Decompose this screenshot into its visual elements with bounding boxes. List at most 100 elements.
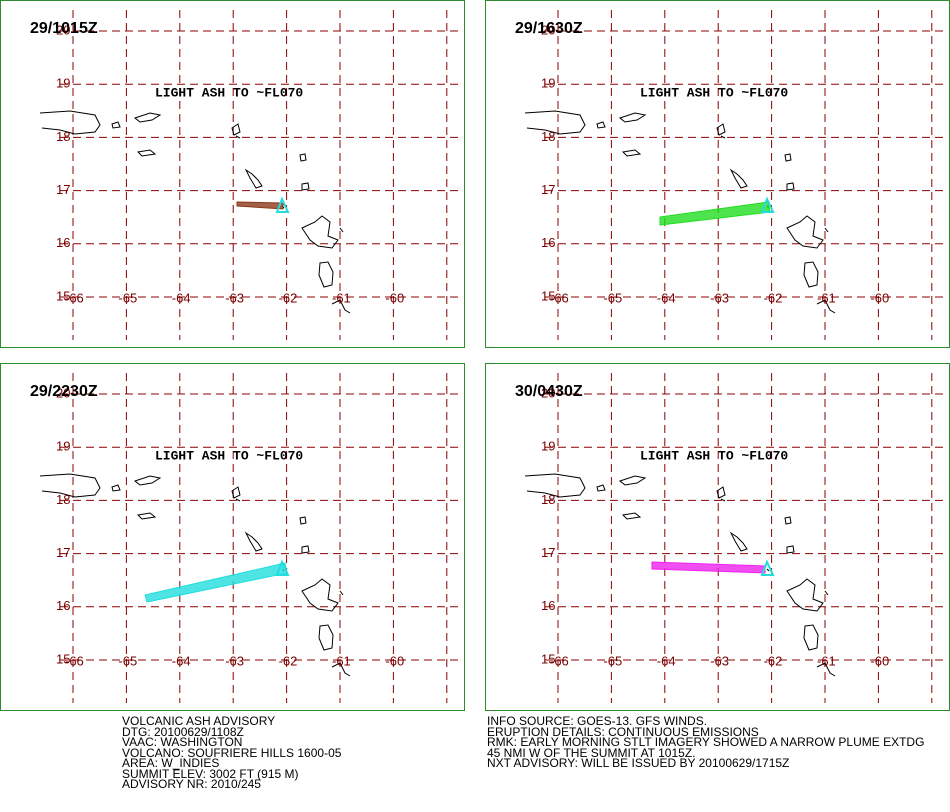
annotation: LIGHT ASH TO ~FL070 [640, 85, 788, 100]
advisory-line: DTG: 20100629/1108Z [122, 724, 244, 739]
advisory-line: INFO SOURCE: GOES-13. GFS WINDS. [487, 714, 708, 728]
lon-label: -64 [657, 653, 676, 668]
coastline [621, 512, 642, 520]
lon-label: -64 [172, 653, 191, 668]
lat-label: 16 [56, 598, 70, 613]
advisory-line: 45 NMI W OF THE SUMMIT AT 1015Z. [487, 745, 696, 760]
lon-label: -61 [817, 653, 836, 668]
coastline [301, 578, 339, 612]
lon-label: -61 [332, 653, 351, 668]
coastline [824, 590, 829, 596]
coastline [39, 110, 101, 135]
coastline [618, 112, 647, 123]
lat-label: 15 [541, 288, 555, 303]
lon-label: -64 [172, 290, 191, 305]
volcano [275, 196, 290, 213]
lat-label: 20 [56, 385, 70, 400]
lat-label: 15 [541, 651, 555, 666]
advisory-line: VOLCANIC ASH ADVISORY [122, 714, 276, 728]
valid-time: 29/2230Z [30, 383, 98, 400]
coastline [784, 153, 792, 162]
lon-label: -66 [65, 290, 84, 305]
coastline [524, 473, 586, 498]
lat-label: 18 [541, 492, 555, 507]
advisory-line: AREA: W_INDIES [122, 756, 220, 770]
lat-label: 20 [541, 22, 555, 37]
coastline [786, 215, 824, 249]
ash-plume [659, 201, 771, 226]
lon-label: -63 [710, 290, 729, 305]
lon-label: -61 [332, 290, 351, 305]
valid-time: 30/0430Z [515, 383, 583, 400]
advisory-line: NXT ADVISORY: WILL BE ISSUED BY 20100629… [487, 756, 790, 770]
lat-label: 17 [56, 545, 70, 560]
advisory-line: RMK: EARLY MORNING STLT IMAGERY SHOWED A… [487, 735, 925, 749]
lon-label: -64 [657, 290, 676, 305]
lat-label: 20 [541, 385, 555, 400]
map-panel: 20 19 18 17 16 15 -66 -65 -64 -63 -62 -61 -60 29/1015… [0, 0, 465, 348]
coastline [824, 227, 829, 233]
lon-label: -66 [550, 290, 569, 305]
coastline [816, 299, 836, 314]
coastline [729, 531, 748, 552]
coastline [596, 121, 606, 129]
coastline [235, 135, 241, 139]
lat-label: 16 [541, 598, 555, 613]
advisory-line: ADVISORY NR: 2010/245 [122, 777, 261, 791]
coastline [231, 123, 241, 136]
lon-label: -63 [710, 653, 729, 668]
lat-label: 16 [541, 235, 555, 250]
coastline [786, 578, 824, 612]
volcano [760, 559, 775, 576]
coastline [39, 473, 101, 498]
coastline [716, 123, 726, 136]
coastline [301, 215, 339, 249]
lat-label: 17 [541, 182, 555, 197]
lat-label: 18 [56, 492, 70, 507]
annotation: LIGHT ASH TO ~FL070 [155, 85, 303, 100]
lon-label: -62 [764, 653, 783, 668]
coastline [301, 545, 310, 554]
coastline [231, 486, 241, 499]
coastline [133, 475, 162, 486]
advisory-right: INFO SOURCE: GOES-13. GFS WINDS. ERUPTION… [487, 714, 925, 770]
volcano [275, 559, 290, 576]
lat-label: 18 [541, 129, 555, 144]
coastline [618, 475, 647, 486]
lat-label: 18 [56, 129, 70, 144]
ash-plume [144, 562, 288, 603]
coastline [803, 624, 819, 651]
coastline [111, 121, 121, 129]
lon-label: -65 [118, 290, 137, 305]
coastline [786, 182, 795, 191]
coastline [136, 149, 157, 157]
coastline [299, 153, 307, 162]
map-panel: 20 19 18 17 16 15 -66 -65 -64 -63 -62 -61 -60 30/0430… [485, 363, 950, 711]
ash-plume [651, 561, 766, 574]
lat-label: 15 [56, 288, 70, 303]
lat-label: 20 [56, 22, 70, 37]
coastline [596, 484, 606, 492]
coastline [339, 590, 344, 596]
lon-label: -60 [870, 290, 889, 305]
lon-label: -62 [279, 290, 298, 305]
map-panel: 20 19 18 17 16 15 -66 -65 -64 -63 -62 -61 -60 29/2230… [0, 363, 465, 711]
coastline [244, 531, 263, 552]
coastline [339, 227, 344, 233]
lon-label: -60 [870, 653, 889, 668]
lon-label: -60 [385, 290, 404, 305]
coastline [621, 149, 642, 157]
lon-label: -66 [550, 653, 569, 668]
lon-label: -65 [603, 653, 622, 668]
coastline [136, 512, 157, 520]
lat-label: 19 [56, 76, 70, 91]
coastline [784, 516, 792, 525]
advisory-line: VOLCANO: SOUFRIERE HILLS 1600-05 [122, 745, 342, 760]
coastline [111, 484, 121, 492]
map-panel: 20 19 18 17 16 15 -66 -65 -64 -63 -62 -61 -60 29/1630… [485, 0, 950, 348]
ash-plume [236, 201, 284, 210]
coastline [235, 498, 241, 502]
advisory-left: VOLCANIC ASH ADVISORY DTG: 20100629/1108Z… [122, 714, 342, 791]
advisory-line: ERUPTION DETAILS: CONTINUOUS EMISSIONS [487, 724, 759, 739]
lat-label: 19 [541, 439, 555, 454]
